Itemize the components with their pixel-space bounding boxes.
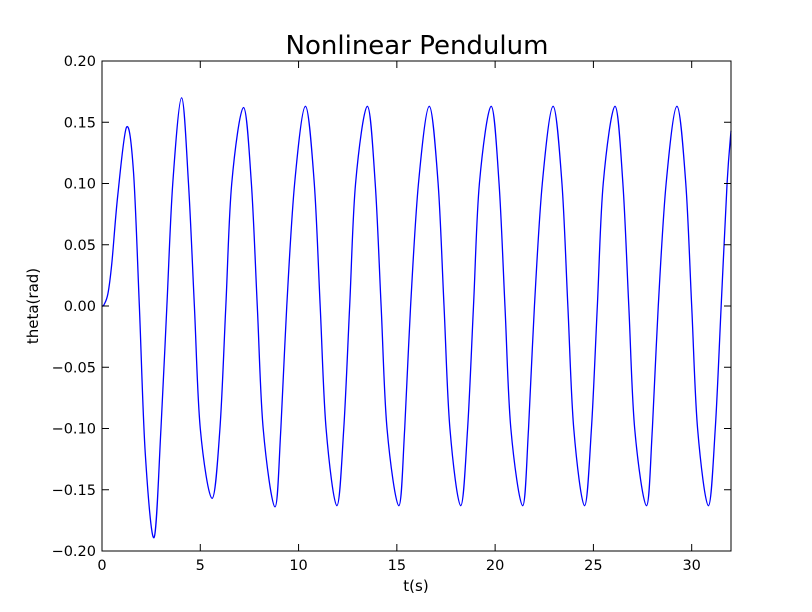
series-layer: [101, 97, 732, 539]
y-tick-label: −0.05: [52, 360, 96, 376]
axes-frame: [101, 60, 732, 552]
plot-area: [101, 60, 732, 552]
y-tick-label: 0.10: [64, 177, 96, 193]
x-tick-label: 0: [97, 558, 106, 574]
axes-background: [102, 61, 731, 551]
y-tick-label: 0.15: [64, 115, 96, 131]
y-tick-labels: −0.20 −0.15 −0.10 −0.05 0.00 0.05 0.10 0.15 0.20: [52, 54, 96, 560]
x-tick-label: 10: [289, 558, 307, 574]
y-tick-label: −0.20: [52, 544, 96, 560]
chart-title: Nonlinear Pendulum: [286, 31, 549, 61]
x-tick-label: 5: [196, 558, 205, 574]
y-tick-label: −0.15: [52, 483, 96, 499]
x-tick-label: 20: [486, 558, 504, 574]
y-axis-label: theta(rad): [24, 268, 42, 344]
x-tick-labels: 0 5 10 15 20 25 30: [97, 558, 701, 574]
series-line-0: [101, 97, 732, 539]
y-tick-label: 0.05: [64, 238, 96, 254]
x-tick-label: 25: [584, 558, 602, 574]
x-tick-label: 30: [682, 558, 700, 574]
x-tick-label: 15: [388, 558, 406, 574]
y-tick-label: 0.00: [64, 299, 96, 315]
y-tick-label: −0.10: [52, 422, 96, 438]
x-axis-label: t(s): [403, 577, 428, 595]
y-tick-label: 0.20: [64, 54, 96, 70]
